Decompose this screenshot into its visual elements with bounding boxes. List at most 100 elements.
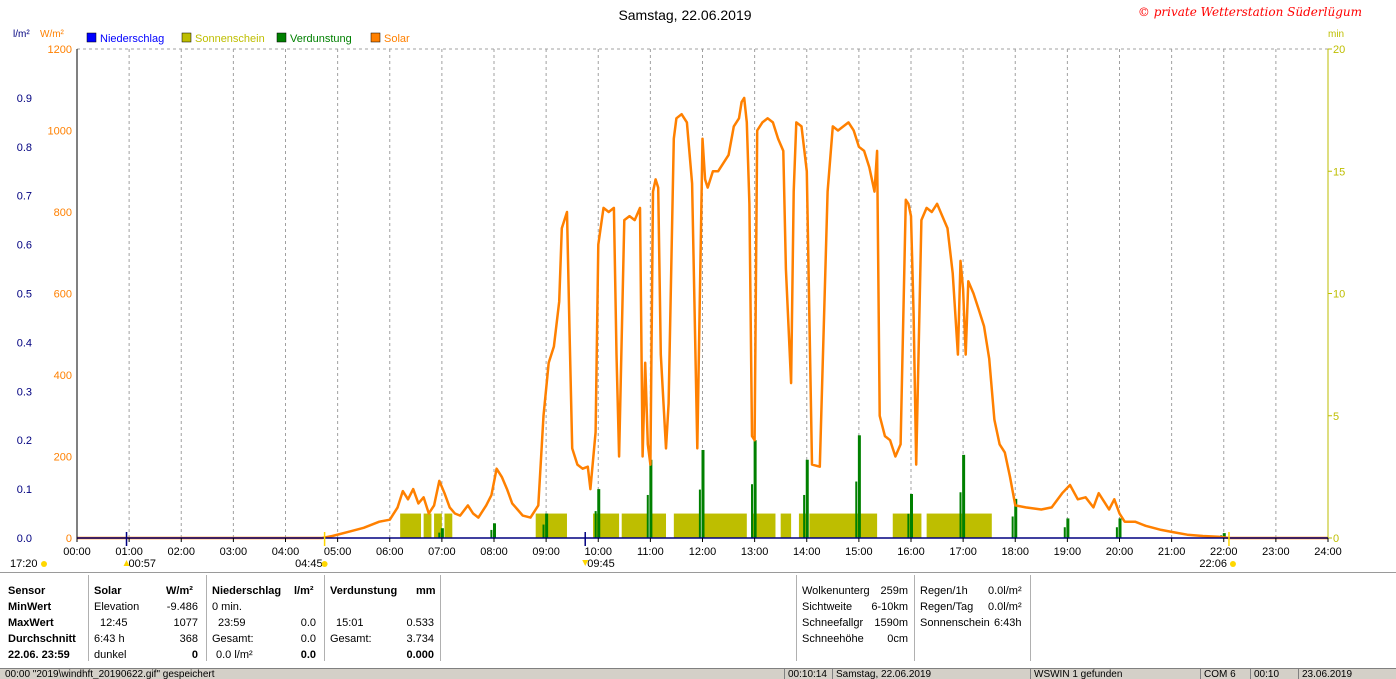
- evaporation-bar: [1066, 518, 1070, 538]
- x-tick-label: 18:00: [1001, 546, 1029, 558]
- divider: [324, 575, 325, 661]
- evaporation-bar: [855, 481, 858, 538]
- evap-max-value: 0.533: [406, 617, 434, 629]
- evap-unit: mm: [416, 585, 436, 597]
- sunshine-bar: [752, 513, 776, 538]
- precip-current-label: 0.0 l/m²: [216, 649, 253, 661]
- precip-tick-label: 0.9: [17, 93, 32, 105]
- x-tick-label: 08:00: [480, 546, 508, 558]
- evaporation-bar: [959, 492, 962, 538]
- rain-hour-value: 0.0l/m²: [988, 585, 1022, 597]
- precip-tick-label: 0.5: [17, 289, 32, 301]
- sunshine-bars: [400, 513, 992, 538]
- evaporation-bar: [490, 529, 493, 538]
- weather-chart: Samstag, 22.06.2019 © private Wetterstat…: [10, 5, 1362, 570]
- divider: [796, 575, 797, 661]
- sun-dot: [41, 561, 47, 567]
- cloudbase-label: Wolkenunterg: [802, 585, 870, 597]
- divider: [914, 575, 915, 661]
- precip-min-label: 0 min.: [212, 601, 242, 613]
- precip-total-label: Gesamt:: [212, 633, 254, 645]
- sensor-header: Sensor: [8, 585, 46, 597]
- snowline-value: 1590m: [874, 617, 908, 629]
- sunshine-value: 6:43h: [994, 617, 1022, 629]
- status-time: 00:10:14: [784, 669, 832, 679]
- sunshine-bar: [535, 513, 567, 538]
- solar-min-label: Elevation: [94, 601, 140, 613]
- legend-label-sonnenschein: Sonnenschein: [195, 33, 265, 45]
- rain-day-value: 0.0l/m²: [988, 601, 1022, 613]
- sunshine-bar: [780, 513, 792, 538]
- sunset-dot: [1229, 561, 1236, 567]
- evaporation-bar: [646, 494, 649, 538]
- evap-current-value: 0.000: [406, 649, 434, 661]
- minute-tick-label: 20: [1333, 44, 1345, 56]
- evaporation-bar: [751, 484, 754, 538]
- x-tick-label: 20:00: [1106, 546, 1134, 558]
- chart-title: Samstag, 22.06.2019: [618, 7, 751, 23]
- solar-header: Solar: [94, 585, 122, 597]
- evap-header: Verdunstung: [330, 585, 398, 597]
- solar-tick-label: 1200: [48, 44, 72, 56]
- evaporation-bar: [803, 494, 806, 538]
- evaporation-bar: [1115, 527, 1118, 538]
- unit-precip-label: l/m²: [13, 29, 30, 40]
- precip-tick-label: 0.1: [17, 484, 32, 496]
- unit-solar-label: W/m²: [40, 29, 65, 40]
- unit-minutes-label: min: [1328, 29, 1344, 40]
- minute-tick-label: 5: [1333, 411, 1339, 423]
- legend-swatch-verdunstung: [276, 32, 287, 43]
- minute-tick-label: 15: [1333, 166, 1345, 178]
- sunshine-bar: [892, 513, 922, 538]
- solar-current-value: 0: [191, 649, 198, 661]
- solar-tick-label: 1000: [48, 126, 72, 138]
- evaporation-bar: [649, 459, 653, 538]
- snowline-label: Schneefallgr: [802, 617, 864, 629]
- x-tick-label: 16:00: [897, 546, 925, 558]
- x-tick-label: 15:00: [845, 546, 873, 558]
- chart-event-markers: 17:20 04:45 22:06 00:57 09:45: [10, 532, 1236, 570]
- sensor-row-max: MaxWert: [8, 617, 54, 629]
- minute-tick-label: 10: [1333, 289, 1345, 301]
- solar-avg-value: 368: [179, 633, 198, 645]
- solar-tick-label: 800: [54, 207, 72, 219]
- x-tick-label: 10:00: [584, 546, 612, 558]
- evap-total-value: 3.734: [406, 633, 434, 645]
- sunshine-bar: [434, 513, 442, 538]
- evaporation-bar: [440, 528, 444, 538]
- solar-max-label: 12:45: [100, 617, 128, 629]
- evaporation-bar: [1014, 498, 1018, 538]
- evaporation-bar: [907, 513, 910, 538]
- status-clock: 00:10: [1250, 669, 1298, 679]
- evaporation-bar: [1222, 533, 1226, 538]
- sunshine-bar: [650, 513, 667, 538]
- x-tick-label: 19:00: [1054, 546, 1082, 558]
- sensor-row-current: 22.06. 23:59: [8, 649, 70, 661]
- copyright-label: © private Wetterstation Süderlügum: [1138, 5, 1362, 19]
- sunshine-bar: [621, 513, 648, 538]
- precip-max-value: 0.0: [300, 617, 316, 629]
- precip-max-label: 23:59: [218, 617, 246, 629]
- divider: [440, 575, 441, 661]
- evaporation-bar: [910, 493, 913, 538]
- x-tick-label: 05:00: [324, 546, 352, 558]
- sunshine-bar: [798, 513, 807, 538]
- chart-grid: [76, 48, 1329, 538]
- x-tick-label: 04:00: [272, 546, 300, 558]
- divider: [88, 575, 89, 661]
- evaporation-bar: [438, 532, 441, 538]
- evaporation-bar: [1118, 518, 1122, 538]
- x-tick-label: 11:00: [637, 546, 664, 558]
- rain-day-label: Regen/Tag: [920, 601, 974, 613]
- x-tick-label: 09:00: [532, 546, 560, 558]
- status-message: 00:00 "2019\windhft_20190622.gif" gespei…: [5, 669, 215, 679]
- x-tick-label: 01:00: [115, 546, 143, 558]
- sunshine-bar: [702, 513, 747, 538]
- sunshine-bar: [673, 513, 700, 538]
- legend-swatch-sonnenschein: [181, 32, 192, 43]
- sunshine-bar: [809, 513, 878, 538]
- solar-max-value: 1077: [173, 617, 198, 629]
- solar-tick-label: 200: [54, 452, 72, 464]
- precip-tick-label: 0.2: [17, 435, 32, 447]
- divider: [206, 575, 207, 661]
